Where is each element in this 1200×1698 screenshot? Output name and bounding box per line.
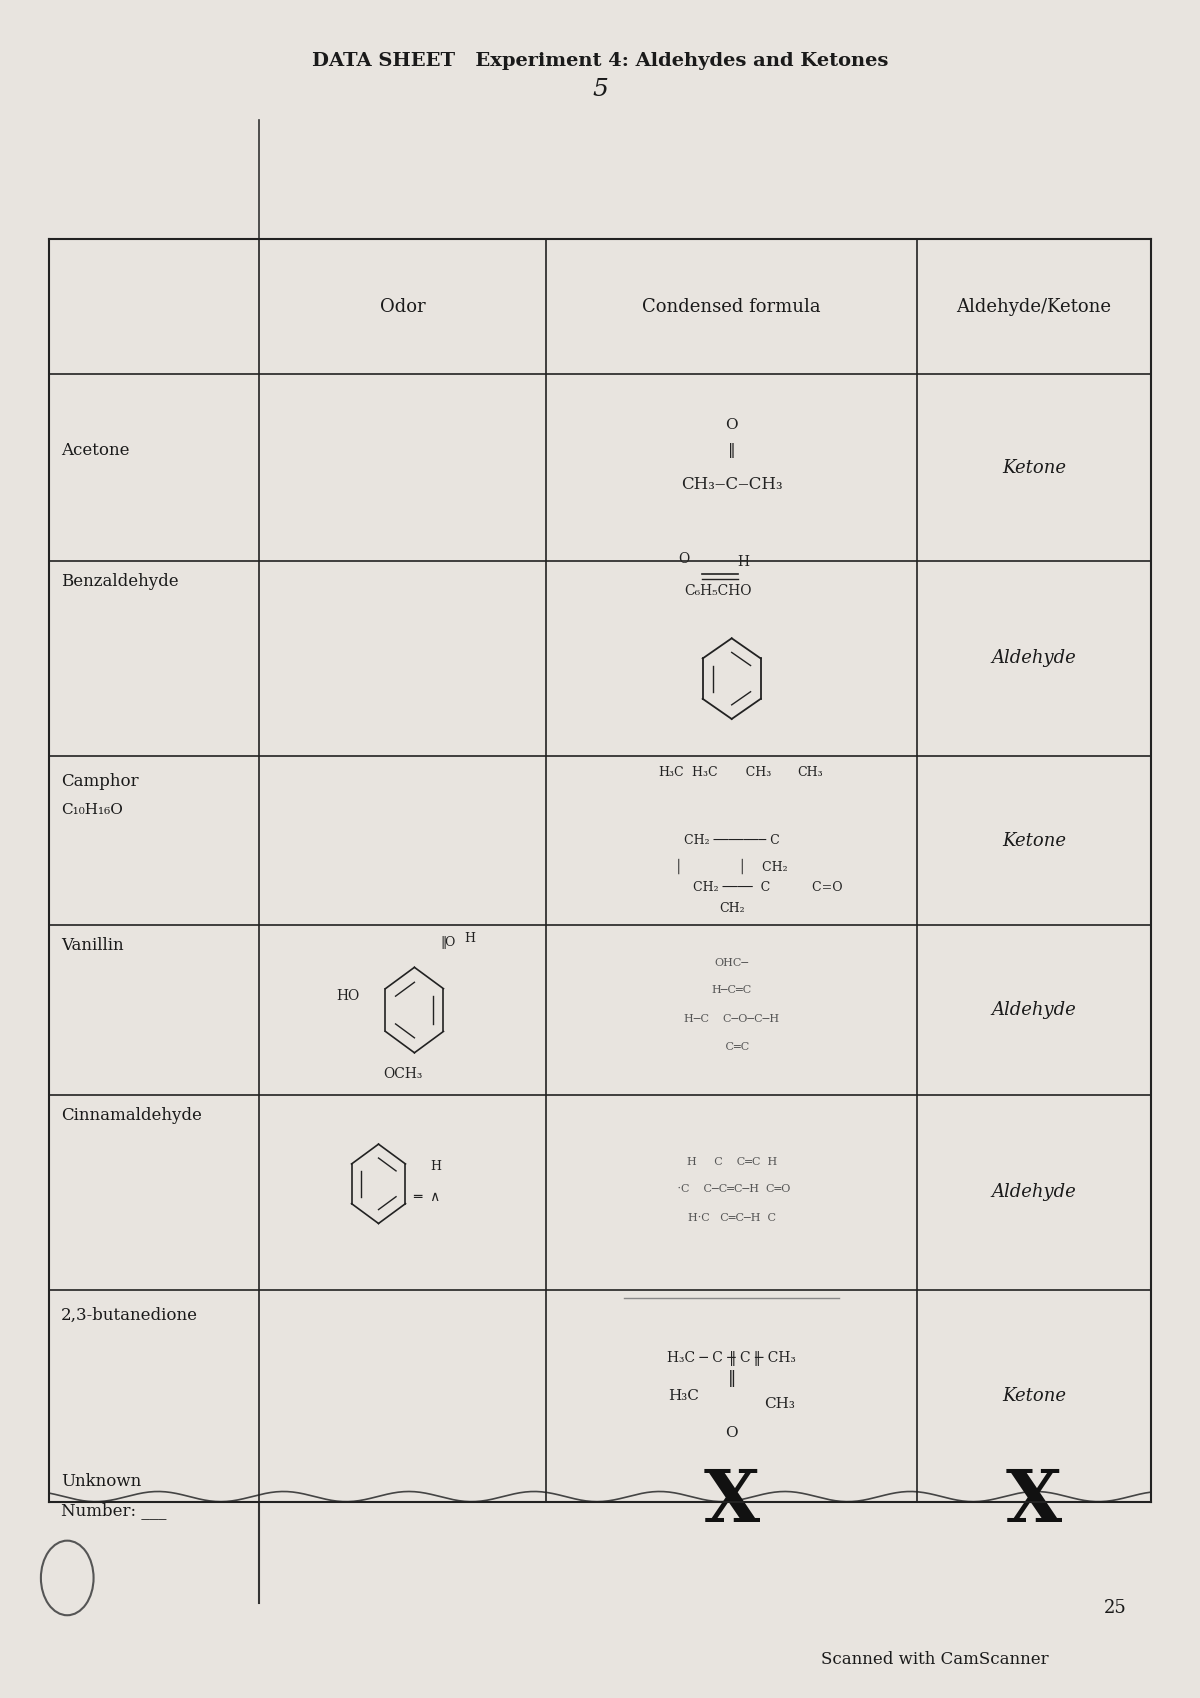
Text: OHC─: OHC─ [715,958,749,968]
Text: H     C    C═C  H: H C C═C H [686,1156,776,1167]
Text: H₃C: H₃C [668,1389,700,1403]
Text: H·C   C═C─H  C: H·C C═C─H C [688,1212,775,1223]
Text: C₁₀H₁₆O: C₁₀H₁₆O [61,803,124,817]
Text: H─C═C: H─C═C [712,985,752,995]
Text: CH₃: CH₃ [798,766,823,779]
Text: CH₂ ─────── C: CH₂ ─────── C [684,834,780,847]
Text: ‖: ‖ [727,1370,736,1387]
Text: Ketone: Ketone [1002,1387,1066,1404]
Text: C₆H₅CHO: C₆H₅CHO [684,584,751,598]
Text: DATA SHEET   Experiment 4: Aldehydes and Ketones: DATA SHEET Experiment 4: Aldehydes and K… [312,51,888,70]
Text: O: O [725,418,738,433]
Text: ═  ∧: ═ ∧ [413,1190,440,1204]
Text: 5: 5 [592,78,608,102]
Text: Aldehyde: Aldehyde [991,649,1076,667]
Text: Ketone: Ketone [1002,458,1066,477]
Text: H: H [464,932,475,946]
Text: O: O [678,552,689,565]
Text: Number: ___: Number: ___ [61,1501,167,1518]
Text: Cinnamaldehyde: Cinnamaldehyde [61,1107,202,1124]
Text: X: X [1006,1465,1062,1537]
Text: 2,3-butanedione: 2,3-butanedione [61,1307,198,1324]
Text: 25: 25 [1104,1600,1126,1618]
Text: H: H [410,1160,442,1173]
Text: H₃C: H₃C [658,766,684,779]
Text: Benzaldehyde: Benzaldehyde [61,572,179,589]
Text: H: H [738,555,750,569]
Text: Vanillin: Vanillin [61,937,124,954]
Text: ‖: ‖ [728,443,736,458]
Text: Camphor: Camphor [61,773,139,790]
Text: ‖    ‖: ‖ ‖ [703,1352,761,1365]
Text: H─C    C─O─C─H: H─C C─O─C─H [684,1014,779,1024]
Text: Aldehyde/Ketone: Aldehyde/Ketone [956,297,1111,316]
Text: ‖: ‖ [440,936,448,949]
Text: H₃C       CH₃: H₃C CH₃ [692,766,772,779]
Text: X: X [703,1465,760,1537]
Text: Odor: Odor [379,297,425,316]
Text: H₃C ─ C ─ C ─ CH₃: H₃C ─ C ─ C ─ CH₃ [667,1352,796,1365]
Text: Acetone: Acetone [61,441,130,458]
Text: C═C: C═C [714,1043,749,1053]
Text: CH₂: CH₂ [719,902,744,915]
Text: CH₂ ────  C: CH₂ ──── C [694,881,770,895]
Text: Ketone: Ketone [1002,832,1066,849]
Text: │              │    CH₂: │ │ CH₂ [676,857,788,874]
Text: O: O [444,936,455,949]
Text: Aldehyde: Aldehyde [991,1002,1076,1019]
Text: HO: HO [337,990,360,1004]
Text: Scanned with CamScanner: Scanned with CamScanner [822,1650,1049,1667]
Text: Unknown: Unknown [61,1472,142,1489]
Text: O: O [725,1426,738,1440]
Text: OCH₃: OCH₃ [383,1068,422,1082]
Text: ·C    C─C═C─H  C═O: ·C C─C═C─H C═O [673,1184,790,1194]
Text: C=O: C=O [804,881,842,895]
Text: CH₃: CH₃ [764,1397,796,1411]
Text: CH₃‒C‒CH₃: CH₃‒C‒CH₃ [680,475,782,492]
Text: Condensed formula: Condensed formula [642,297,821,316]
Text: Aldehyde: Aldehyde [991,1184,1076,1200]
